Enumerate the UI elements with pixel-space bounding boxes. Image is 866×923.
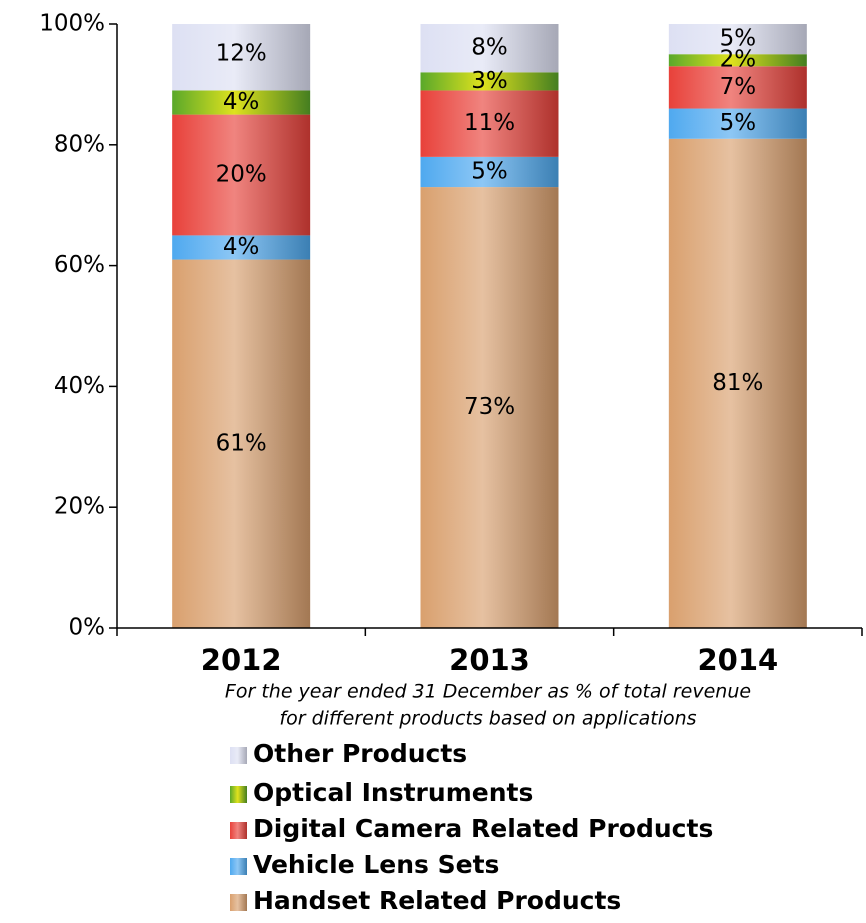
bar-segment [420, 72, 559, 91]
bar-segment [668, 108, 807, 139]
legend-label: Other Products [253, 739, 467, 768]
bar-segment [420, 187, 559, 628]
x-tick-label: 2013 [449, 643, 530, 677]
legend-swatch [230, 822, 247, 839]
bar-segment [172, 235, 311, 260]
data-label: 11% [464, 110, 515, 136]
legend-swatch [230, 747, 247, 764]
data-label: 7% [720, 74, 757, 100]
y-tick-label: 60% [54, 252, 105, 278]
bar-segment [668, 138, 807, 628]
bar-segment [668, 54, 807, 67]
legend-swatch [230, 894, 247, 911]
legend-label: Digital Camera Related Products [253, 814, 713, 843]
y-tick-label: 40% [54, 373, 105, 399]
data-label: 20% [216, 162, 267, 188]
data-label: 81% [712, 370, 763, 396]
plot-area [172, 24, 807, 628]
data-label: 2% [720, 47, 757, 73]
bar-segment [172, 24, 311, 91]
y-tick-label: 100% [39, 11, 105, 37]
data-label: 5% [720, 26, 757, 52]
y-tick-label: 0% [69, 615, 106, 641]
y-tick-label: 20% [54, 494, 105, 520]
legend-label: Vehicle Lens Sets [253, 850, 499, 879]
data-label: 4% [223, 234, 260, 260]
data-label: 3% [471, 68, 508, 94]
data-label: 8% [471, 35, 508, 61]
data-label: 5% [471, 158, 508, 184]
bar-segment [172, 90, 311, 115]
annotation: For the year ended 31 December as % of t… [225, 681, 751, 703]
data-label: 4% [223, 89, 260, 115]
data-label: 12% [216, 41, 267, 67]
legend-swatch [230, 858, 247, 875]
data-label: 61% [216, 430, 267, 456]
data-label: 73% [464, 394, 515, 420]
data-label: 5% [720, 110, 757, 136]
bar-segment [668, 66, 807, 109]
legend-swatch [230, 786, 247, 803]
x-tick-label: 2012 [201, 643, 282, 677]
bar-segment [420, 156, 559, 188]
bar-segment [172, 259, 311, 628]
annotation: for different products based on applicat… [279, 708, 696, 730]
x-tick-label: 2014 [697, 643, 778, 677]
bar-segment [172, 114, 311, 236]
y-tick-label: 80% [54, 131, 105, 157]
bar-segment [420, 24, 559, 73]
bar-segment [420, 90, 559, 157]
legend-label: Handset Related Products [253, 886, 621, 915]
bar-segment [668, 24, 807, 55]
legend-label: Optical Instruments [253, 778, 533, 807]
